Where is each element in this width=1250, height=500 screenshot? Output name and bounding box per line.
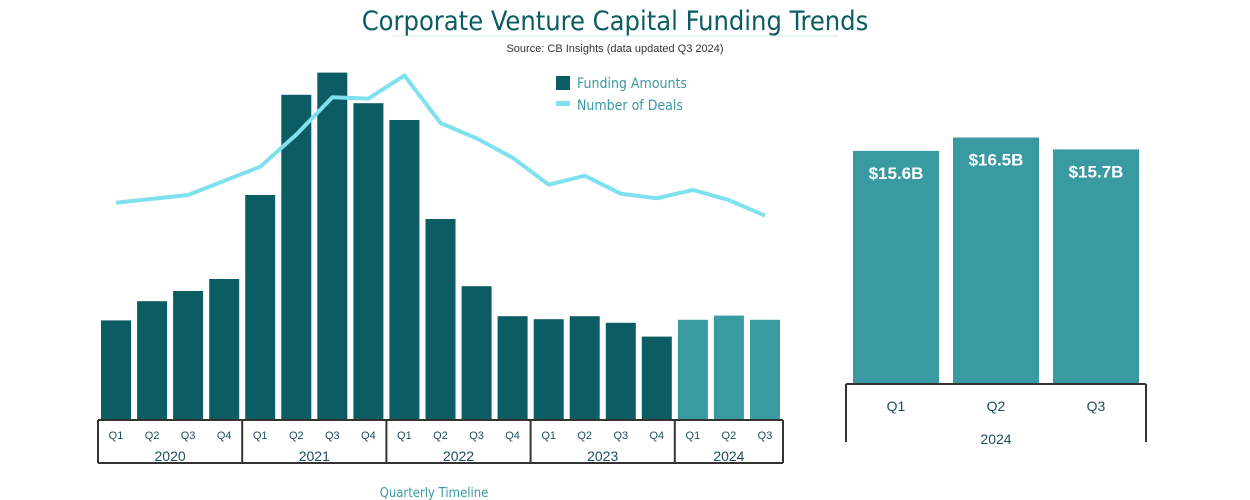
quarter-tick-label: Q1 [109, 430, 124, 442]
inset-bar-value-label: $16.5B [969, 151, 1024, 170]
year-tick-label: 2020 [155, 448, 186, 464]
quarter-tick-label: Q3 [613, 430, 628, 442]
funding-bar [137, 301, 168, 420]
funding-bar [569, 316, 600, 420]
funding-bar [245, 195, 276, 420]
chart-title: Corporate Venture Capital Funding Trends [362, 6, 869, 37]
funding-bar [317, 72, 348, 420]
funding-bar [461, 286, 492, 420]
quarter-tick-label: Q3 [181, 430, 196, 442]
funding-bar [101, 320, 131, 420]
legend-label-funding: Funding Amounts [577, 76, 687, 92]
funding-bar [209, 279, 240, 420]
quarter-tick-label: Q3 [469, 430, 484, 442]
year-tick-label: 2021 [299, 448, 330, 464]
quarter-tick-label: Q4 [505, 430, 520, 442]
inset-bar [853, 150, 939, 384]
year-tick-label: 2024 [713, 448, 744, 464]
funding-bar [677, 319, 708, 420]
funding-bar [281, 94, 312, 421]
quarter-tick-label: Q2 [433, 430, 448, 442]
inset-axis: Q1 Q2 Q3 2024 [845, 383, 1147, 447]
funding-bar [173, 291, 204, 420]
inset-quarter-tick-label: Q1 [887, 398, 906, 414]
main-bars [101, 72, 780, 421]
funding-bar [750, 319, 780, 420]
legend-swatch-deals [556, 101, 570, 106]
quarter-tick-label: Q1 [541, 430, 556, 442]
inset-bar [1053, 149, 1139, 384]
funding-bar [353, 103, 384, 420]
quarter-tick-label: Q2 [577, 430, 592, 442]
quarter-tick-label: Q1 [397, 430, 412, 442]
quarter-tick-label: Q4 [217, 430, 232, 442]
funding-bar [425, 219, 456, 420]
legend: Funding Amounts Number of Deals [556, 76, 687, 114]
quarter-tick-label: Q3 [758, 430, 773, 442]
funding-bar [641, 336, 672, 420]
inset-bars: $15.6B $16.5B $15.7B [853, 137, 1139, 384]
inset-quarter-tick-label: Q3 [1087, 398, 1106, 414]
chart-subtitle: Source: CB Insights (data updated Q3 202… [506, 43, 723, 55]
quarter-tick-label: Q2 [145, 430, 160, 442]
inset-bar [953, 137, 1039, 384]
funding-bar [713, 315, 744, 420]
quarter-tick-label: Q4 [649, 430, 664, 442]
funding-bar [389, 120, 420, 420]
deals-line [115, 73, 766, 218]
quarter-tick-label: Q2 [289, 430, 304, 442]
quarter-tick-label: Q3 [325, 430, 340, 442]
quarter-tick-label: Q1 [686, 430, 701, 442]
quarter-tick-label: Q4 [361, 430, 376, 442]
quarter-tick-label: Q1 [253, 430, 268, 442]
year-tick-label: 2022 [443, 448, 474, 464]
year-tick-label: 2023 [587, 448, 618, 464]
funding-bar [497, 316, 528, 420]
main-axis: Q1 Q2 Q3 Q4 Q1 Q2 Q3 Q4 Q1 Q2 Q3 Q4 Q1 Q2 Q3 Q4 Q1 Q2 Q3 20… [97, 419, 784, 464]
legend-label-deals: Number of Deals [577, 98, 683, 114]
legend-swatch-funding [556, 76, 570, 90]
quarter-tick-label: Q2 [722, 430, 737, 442]
funding-bar [605, 322, 636, 420]
inset-bar-value-label: $15.7B [1069, 162, 1124, 181]
inset-bar-value-label: $15.6B [869, 164, 924, 183]
x-axis-label: Quarterly Timeline [380, 486, 489, 500]
inset-quarter-tick-label: Q2 [987, 398, 1006, 414]
inset-year-label: 2024 [980, 431, 1011, 447]
funding-bar [533, 319, 564, 420]
